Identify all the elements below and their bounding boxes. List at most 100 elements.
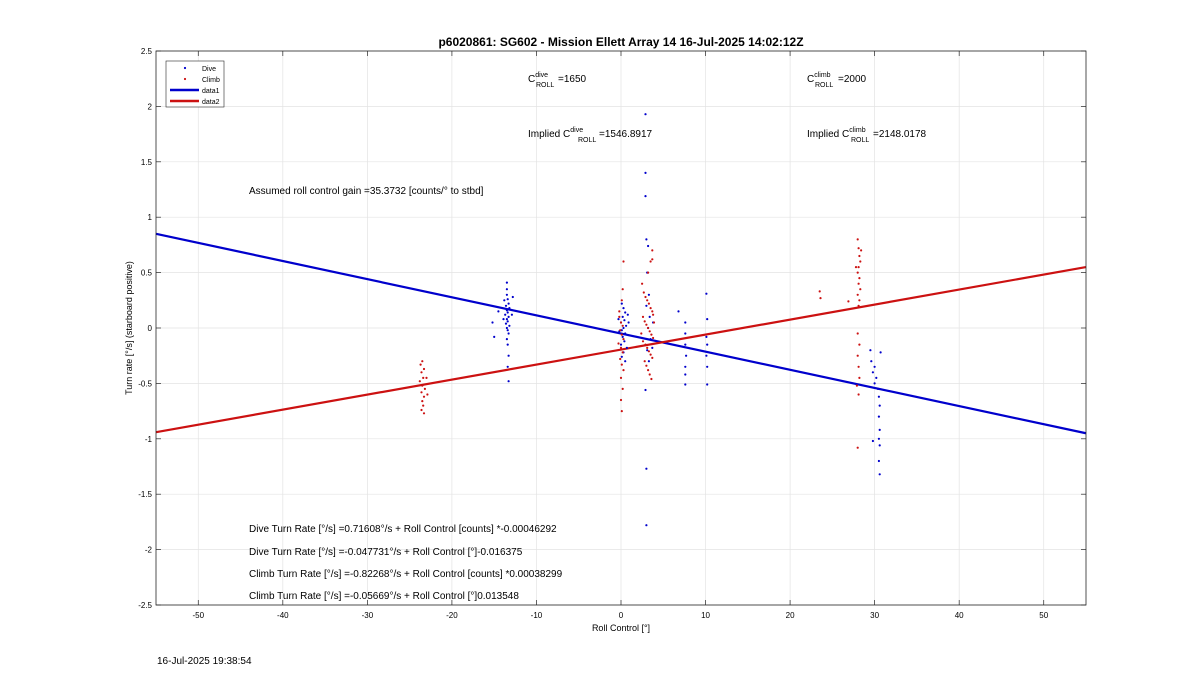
point-dive <box>706 343 709 346</box>
point-dive <box>505 338 508 341</box>
point-climb <box>647 302 651 305</box>
point-climb <box>619 357 622 361</box>
point-dive <box>622 326 625 330</box>
point-climb <box>856 446 859 449</box>
annotations: Cdive ROLL =1650 Cclimb ROLL =2000 Implied C… <box>249 72 927 602</box>
y-tick-label: -2.5 <box>138 601 152 610</box>
point-climb <box>858 254 861 258</box>
point-dive <box>875 376 878 379</box>
point-dive <box>621 315 624 318</box>
point-dive <box>510 313 513 316</box>
point-dive <box>873 382 876 385</box>
x-tick-label: -20 <box>446 611 458 620</box>
point-dive <box>505 281 508 284</box>
point-climb <box>619 346 623 349</box>
point-dive <box>508 324 511 327</box>
point-climb <box>856 354 859 357</box>
point-dive <box>507 332 510 335</box>
y-tick-label: -0.5 <box>138 379 152 388</box>
point-climb <box>644 343 647 346</box>
fit-line-data1 <box>155 232 1087 435</box>
point-dive <box>645 304 648 307</box>
point-climb <box>859 260 862 263</box>
point-climb <box>644 295 647 299</box>
point-dive <box>684 373 687 376</box>
x-tick-label: -30 <box>362 611 374 620</box>
point-dive <box>505 326 508 330</box>
point-climb <box>423 387 426 390</box>
point-climb <box>620 410 623 413</box>
point-dive <box>491 321 494 324</box>
point-dive <box>622 307 625 310</box>
point-dive <box>506 343 509 346</box>
footer-timestamp: 16-Jul-2025 19:38:54 <box>157 656 252 667</box>
point-climb <box>621 288 624 291</box>
dive-equation-degrees: Dive Turn Rate [°/s] =-0.047731°/s + Rol… <box>249 547 523 558</box>
point-dive <box>645 238 648 241</box>
y-tick-label: 0.5 <box>141 269 153 278</box>
climb-equation-degrees: Climb Turn Rate [°/s] =-0.05669°/s + Rol… <box>249 591 519 602</box>
point-dive <box>624 332 627 335</box>
chart-title: p6020861: SG602 - Mission Ellett Array 1… <box>438 35 803 49</box>
x-tick-label: -50 <box>192 611 204 620</box>
implied-dive-prefix: Implied C <box>528 129 570 140</box>
point-dive <box>508 307 511 310</box>
point-climb <box>621 351 624 354</box>
point-dive <box>705 354 708 357</box>
point-climb <box>651 258 654 261</box>
x-tick-label: -40 <box>277 611 289 620</box>
point-climb <box>420 391 423 394</box>
point-dive <box>644 171 647 174</box>
point-dive <box>627 321 630 324</box>
dive-equation-counts: Dive Turn Rate [°/s] =0.71608°/s + Roll … <box>249 524 557 535</box>
point-climb <box>420 371 423 374</box>
cdive-annotation: Cdive ROLL =1650 <box>528 72 587 89</box>
point-dive <box>878 444 881 447</box>
point-dive <box>706 365 709 368</box>
point-dive <box>870 360 873 363</box>
point-dive <box>502 318 505 321</box>
point-climb <box>650 377 653 381</box>
implied-climb-value: =2148.0178 <box>873 129 927 140</box>
point-dive <box>507 380 510 383</box>
point-dive <box>684 332 687 335</box>
point-dive <box>685 354 688 357</box>
point-climb <box>643 360 646 363</box>
point-dive <box>505 288 508 291</box>
point-dive <box>644 195 647 198</box>
y-tick-label: 0 <box>148 324 153 333</box>
point-climb <box>857 304 860 307</box>
point-dive <box>623 319 626 322</box>
point-climb <box>425 376 428 379</box>
x-tick-label: 0 <box>619 611 624 620</box>
point-climb <box>645 323 648 326</box>
x-tick-label: 30 <box>870 611 879 620</box>
point-climb <box>856 332 859 335</box>
point-climb <box>422 367 426 371</box>
legend-dive-label: Dive <box>202 66 216 73</box>
point-climb <box>642 291 645 294</box>
point-dive <box>617 318 620 321</box>
point-climb <box>619 321 623 324</box>
x-axis-label: Roll Control [°] <box>592 623 650 633</box>
point-dive <box>619 343 623 346</box>
point-climb <box>859 288 862 291</box>
point-dive <box>505 318 508 321</box>
point-climb <box>618 310 621 313</box>
point-dive <box>879 351 882 354</box>
y-tick-label: 2.5 <box>141 47 153 56</box>
point-dive <box>647 244 650 248</box>
fit-line-data2 <box>155 265 1087 434</box>
fit-lines <box>155 232 1087 435</box>
point-climb <box>621 387 624 390</box>
point-climb <box>649 307 652 310</box>
cdive-value: =1650 <box>558 74 587 85</box>
point-climb <box>648 373 651 376</box>
point-dive <box>647 293 651 296</box>
point-dive <box>877 437 881 440</box>
point-climb <box>419 363 422 366</box>
point-climb <box>622 338 625 341</box>
point-dive <box>877 415 881 418</box>
point-climb <box>641 340 645 343</box>
legend-data1-label: data1 <box>202 88 220 95</box>
